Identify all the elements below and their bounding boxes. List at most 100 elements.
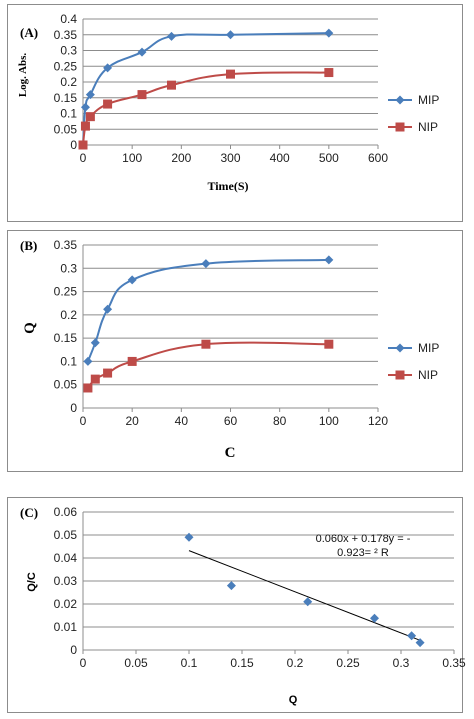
nip-series-line — [82, 71, 329, 146]
y-tick-label: 0.2 — [60, 75, 77, 89]
nip-data-point — [324, 68, 334, 78]
legend-label: NIP — [418, 120, 438, 134]
y-tick-label: 0.15 — [54, 91, 78, 105]
panel-label: (C) — [20, 505, 38, 520]
mip-data-point — [201, 259, 211, 269]
y-tick-label: 0.05 — [54, 122, 78, 136]
mip-series-line — [82, 32, 329, 146]
x-tick-label: 0 — [80, 151, 87, 165]
x-tick-label: 600 — [368, 151, 388, 165]
y-tick-label: 0.05 — [54, 528, 78, 542]
data-data-point — [370, 613, 379, 623]
y-tick-label: 0.1 — [60, 107, 77, 121]
nip-data-point — [83, 383, 93, 393]
nip-data-point — [201, 339, 211, 349]
y-tick-label: 0 — [70, 401, 77, 415]
trendline — [188, 550, 421, 641]
x-tick-label: 120 — [368, 414, 388, 428]
mip-data-point — [167, 31, 176, 41]
x-tick-label: 300 — [220, 151, 240, 165]
y-tick-label: 0 — [70, 643, 77, 657]
data-data-point — [415, 638, 425, 648]
panel-label: (B) — [20, 238, 37, 253]
x-tick-label: 0.15 — [230, 656, 254, 670]
legend-label: NIP — [418, 368, 438, 382]
y-axis-label: Q — [22, 322, 38, 334]
mip-data-point — [127, 275, 137, 285]
y-axis-label: Q/C — [26, 572, 38, 592]
y-tick-label: 0.25 — [54, 59, 78, 73]
x-tick-label: 0.05 — [124, 656, 148, 670]
panel-a: 0 0.05 0.1 0.15 0.2 0.25 0.3 0.35 0.4 0 100 200 300 4… — [7, 4, 463, 222]
legend-marker — [395, 370, 405, 380]
data-data-point — [226, 581, 236, 591]
regression-equation: 0.060x + 0.178y = - — [316, 533, 411, 545]
panel-label: (A) — [20, 25, 38, 40]
x-tick-label: 0 — [80, 414, 87, 428]
legend-marker — [395, 122, 405, 132]
mip-data-point — [90, 338, 100, 348]
regression-equation: 0.923= ² R — [337, 547, 389, 559]
chart-c: 0 0.01 0.02 0.03 0.04 0.05 0.06 0 0.05 0.1 0.15 0.2… — [20, 505, 466, 706]
y-axis-label: Log. Abs. — [17, 53, 29, 98]
y-tick-label: 0.3 — [60, 44, 77, 58]
x-tick-label: 100 — [122, 151, 142, 165]
x-tick-label: 0.2 — [287, 656, 304, 670]
data-data-point — [407, 631, 417, 641]
mip-data-point — [324, 255, 334, 265]
y-tick-label: 0 — [70, 138, 77, 152]
nip-data-point — [90, 374, 100, 384]
nip-data-point — [103, 99, 113, 109]
x-tick-label: 100 — [319, 414, 339, 428]
y-tick-label: 0.03 — [54, 574, 78, 588]
y-tick-label: 0.01 — [54, 620, 78, 634]
nip-data-point — [80, 121, 90, 131]
legend-label: MIP — [418, 93, 439, 107]
y-tick-label: 0.15 — [54, 331, 78, 345]
panel-b: 0 0.05 0.1 0.15 0.2 0.25 0.3 0.35 0 20 40 60 80 100 12… — [7, 230, 463, 472]
nip-data-point — [78, 140, 88, 150]
legend-label: MIP — [418, 341, 439, 355]
nip-data-point — [137, 90, 147, 100]
mip-data-point — [324, 28, 334, 38]
x-tick-label: 40 — [175, 414, 189, 428]
nip-data-point — [127, 356, 137, 366]
x-tick-label: 0.25 — [336, 656, 360, 670]
x-tick-label: 60 — [224, 414, 238, 428]
nip-data-point — [324, 339, 334, 349]
y-tick-label: 0.35 — [54, 238, 78, 252]
y-tick-label: 0.3 — [60, 261, 77, 275]
y-tick-label: 0.25 — [54, 285, 78, 299]
y-tick-label: 0.05 — [54, 378, 78, 392]
nip-data-point — [103, 368, 113, 378]
mip-data-point — [83, 356, 93, 366]
nip-data-point — [226, 69, 235, 79]
x-axis-label: Time(S) — [207, 179, 248, 193]
chart-a: 0 0.050.1 0.15 0.2 0.250.3 0.35 0.4 0 100 200 300 4… — [17, 12, 439, 193]
legend-marker — [395, 95, 405, 105]
x-tick-label: 20 — [125, 414, 139, 428]
x-tick-label: 400 — [270, 151, 290, 165]
mip-data-point — [103, 304, 113, 314]
x-tick-label: 0 — [80, 656, 87, 670]
x-tick-label: 0.1 — [181, 656, 198, 670]
mip-data-point — [137, 47, 147, 57]
mip-data-point — [85, 90, 95, 100]
y-tick-label: 0.4 — [60, 12, 77, 26]
x-tick-label: 0.35 — [442, 656, 466, 670]
y-tick-label: 0.35 — [54, 28, 78, 42]
x-axis-label: C — [225, 445, 236, 461]
y-tick-label: 0.2 — [60, 308, 77, 322]
x-tick-label: 0.3 — [393, 656, 410, 670]
data-data-point — [184, 532, 194, 542]
x-tick-label: 80 — [273, 414, 287, 428]
y-tick-label: 0.04 — [54, 551, 78, 565]
x-tick-label: 200 — [171, 151, 191, 165]
mip-data-point — [80, 102, 90, 112]
legend-marker — [395, 343, 405, 353]
x-axis-label: Q — [289, 694, 298, 706]
y-tick-label: 0.06 — [54, 505, 78, 519]
mip-data-point — [226, 30, 235, 40]
panel-c: 0 0.01 0.02 0.03 0.04 0.05 0.06 0 0.05 0.1 0.15 0.2… — [7, 497, 466, 713]
x-tick-label: 500 — [319, 151, 339, 165]
